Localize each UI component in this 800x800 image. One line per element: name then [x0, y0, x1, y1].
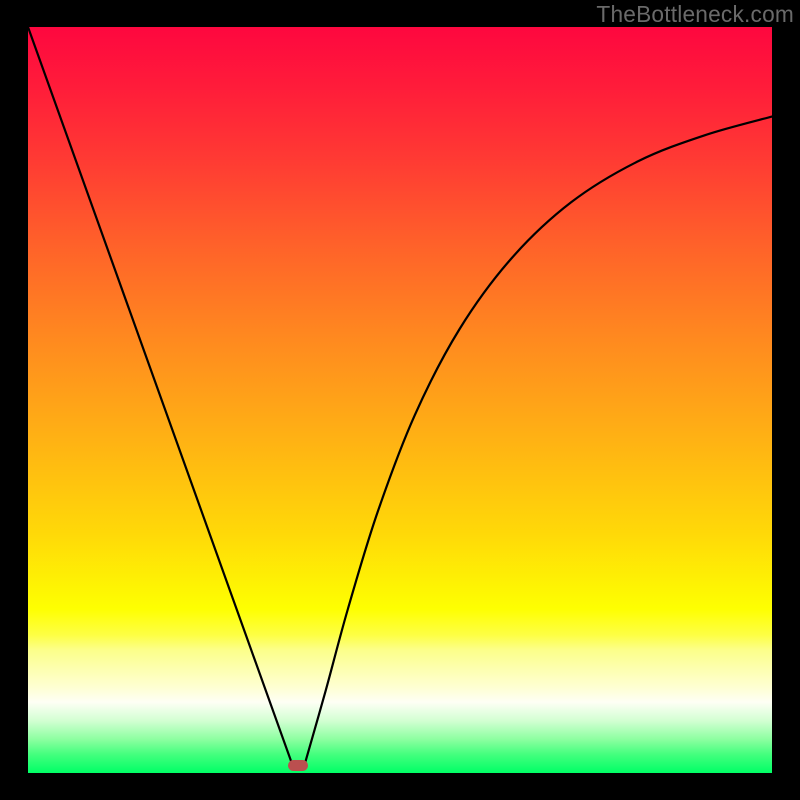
watermark-text: TheBottleneck.com	[596, 1, 794, 28]
curve-svg	[28, 27, 772, 773]
min-marker	[288, 760, 308, 772]
plot-area	[28, 27, 772, 773]
curve-right-segment	[305, 117, 772, 765]
curve-left-segment	[28, 27, 292, 764]
chart-canvas: TheBottleneck.com	[0, 0, 800, 800]
